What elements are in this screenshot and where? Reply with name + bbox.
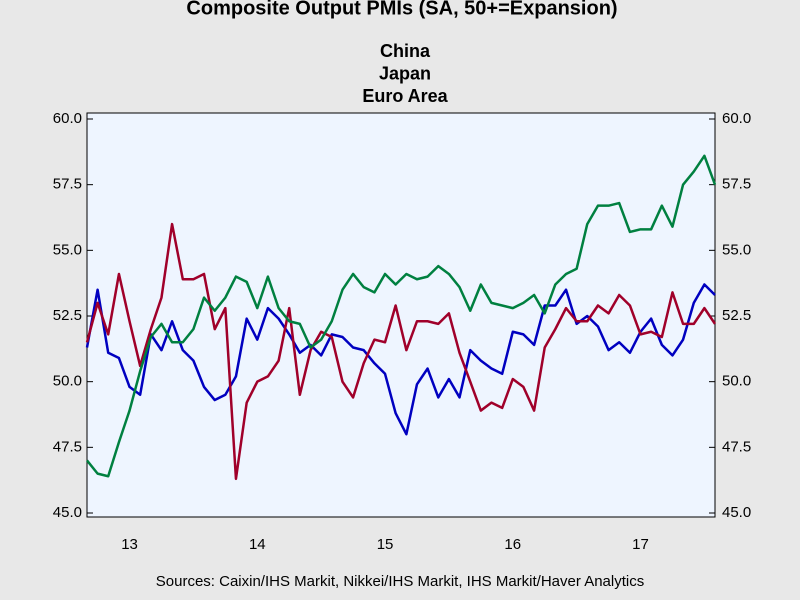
y2-tick-label: 52.5 <box>722 307 751 324</box>
y2-tick-label: 60.0 <box>722 110 751 127</box>
y-tick-label: 55.0 <box>53 241 82 258</box>
y-tick-label: 52.5 <box>53 307 82 324</box>
y2-tick-label: 45.0 <box>722 504 751 521</box>
y2-tick-label: 47.5 <box>722 438 751 455</box>
legend-entry: Japan <box>379 63 431 83</box>
chart-title: Composite Output PMIs (SA, 50+=Expansion… <box>186 0 617 19</box>
series-line <box>85 222 717 481</box>
y-tick-label: 60.0 <box>53 110 82 127</box>
x-tick-label: 15 <box>377 536 394 553</box>
y2-tick-label: 57.5 <box>722 176 751 193</box>
y-tick-label: 47.5 <box>53 438 82 455</box>
x-tick-label: 17 <box>632 536 649 553</box>
source-note: Sources: Caixin/IHS Markit, Nikkei/IHS M… <box>156 573 644 590</box>
x-tick-label: 13 <box>121 536 138 553</box>
y-tick-label: 45.0 <box>53 504 82 521</box>
x-tick-label: 14 <box>249 536 266 553</box>
plot-area <box>86 112 716 518</box>
series-line <box>85 283 716 436</box>
y-tick-label: 57.5 <box>53 176 82 193</box>
legend-entry: Euro Area <box>362 86 448 106</box>
x-tick-label: 16 <box>504 536 521 553</box>
y2-tick-label: 55.0 <box>722 241 751 258</box>
legend-entry: China <box>380 41 431 61</box>
y-tick-label: 50.0 <box>53 373 82 390</box>
series-line <box>86 154 717 478</box>
y2-tick-label: 50.0 <box>722 373 751 390</box>
